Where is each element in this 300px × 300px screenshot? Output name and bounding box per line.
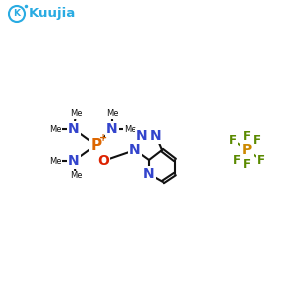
- Text: Me: Me: [70, 172, 82, 181]
- Text: F: F: [243, 158, 251, 170]
- Text: F: F: [233, 154, 241, 166]
- Text: Me: Me: [106, 110, 118, 118]
- Text: Me: Me: [49, 157, 61, 166]
- Text: P: P: [90, 137, 102, 152]
- Text: F: F: [253, 134, 261, 146]
- Text: F: F: [243, 130, 251, 142]
- Text: Kuujia: Kuujia: [29, 8, 76, 20]
- Text: Me: Me: [70, 110, 82, 118]
- Text: P: P: [242, 143, 252, 157]
- Text: N: N: [68, 154, 80, 168]
- Text: Me: Me: [49, 124, 61, 134]
- Text: N: N: [136, 129, 148, 143]
- Text: F: F: [257, 154, 265, 166]
- Text: Me: Me: [124, 124, 136, 134]
- Text: N: N: [106, 122, 118, 136]
- Text: F: F: [229, 134, 237, 146]
- Text: O: O: [97, 154, 109, 168]
- Text: N: N: [68, 122, 80, 136]
- Text: N: N: [143, 167, 155, 181]
- Text: N: N: [150, 129, 162, 143]
- Text: N: N: [129, 143, 141, 157]
- Text: K: K: [14, 10, 20, 19]
- Text: +: +: [99, 133, 107, 143]
